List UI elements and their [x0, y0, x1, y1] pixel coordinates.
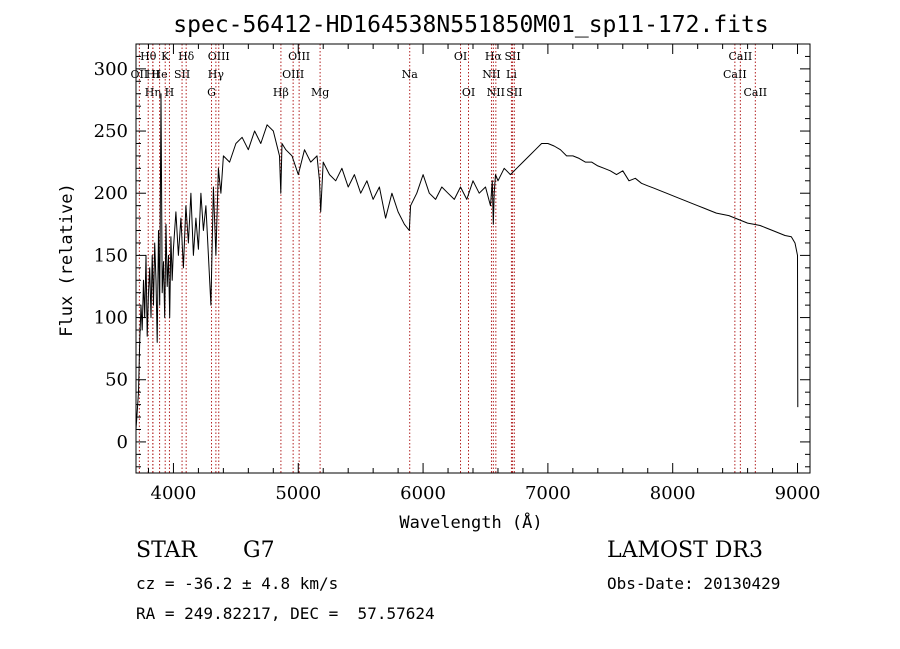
y-tick-label-300: 300	[94, 59, 128, 80]
line-label-12: Hβ	[273, 86, 289, 99]
line-label-25: CaII	[729, 50, 753, 63]
y-tick-label-150: 150	[94, 245, 128, 266]
y-tick-label-250: 250	[94, 121, 128, 142]
x-axis-label: Wavelength (Å)	[399, 511, 542, 533]
line-label-0: OII	[131, 68, 149, 81]
line-label-7: Hδ	[178, 50, 195, 63]
line-label-19: Hα	[485, 50, 503, 63]
spectrum-series	[135, 93, 799, 430]
spectral-line-markers: OII Hθ HI Hη K H He Hδ SII OIII Hγ G Hβ OIII OIII Mg Na O…	[131, 44, 767, 473]
line-label-11: G	[207, 86, 216, 99]
line-label-3: Hη	[145, 86, 161, 99]
x-axis: 4000 5000 6000 7000 8000 9000	[147, 44, 821, 504]
line-label-4: K	[161, 50, 170, 63]
line-label-17: OI	[454, 50, 467, 63]
line-label-21: NII	[487, 86, 505, 99]
x-tick-label-7000: 7000	[525, 483, 571, 504]
y-axis-label: Flux (relative)	[57, 183, 77, 337]
y-tick-label-100: 100	[94, 308, 128, 329]
observation-date: Obs-Date: 20130429	[607, 574, 781, 593]
spectrum-line	[135, 93, 799, 430]
plot-frame	[135, 43, 811, 474]
line-label-18: OI	[462, 86, 475, 99]
line-label-26: CaII	[723, 68, 747, 81]
x-tick-label-9000: 9000	[775, 483, 821, 504]
redshift-velocity: cz = -36.2 ± 4.8 km/s	[136, 574, 339, 593]
line-label-15: Mg	[311, 86, 329, 99]
x-tick-label-8000: 8000	[650, 483, 696, 504]
chart-title: spec-56412-HD164538N551850M01_sp11-172.f…	[173, 12, 768, 38]
x-tick-label-5000: 5000	[275, 483, 321, 504]
line-label-5: H	[165, 86, 175, 99]
line-label-8: SII	[174, 68, 190, 81]
y-tick-label-0: 0	[117, 432, 128, 453]
line-label-14: OIII	[282, 68, 304, 81]
line-label-13: OIII	[288, 50, 310, 63]
object-subclass: G7	[243, 538, 275, 563]
x-tick-label-4000: 4000	[151, 483, 197, 504]
line-label-20: NII	[482, 68, 500, 81]
line-label-1: Hθ	[140, 50, 157, 63]
y-axis: 0 50 100 150 200 250 300	[94, 43, 810, 468]
y-tick-label-200: 200	[94, 183, 128, 204]
line-label-6: He	[152, 68, 168, 81]
object-class: STAR	[136, 538, 197, 563]
line-label-23: Li	[506, 68, 517, 81]
line-label-24: SII	[506, 86, 522, 99]
line-label-22: SII	[504, 50, 520, 63]
survey-name: LAMOST DR3	[607, 538, 763, 563]
line-label-2: HI	[146, 68, 160, 81]
line-label-9: OIII	[208, 50, 230, 63]
x-tick-label-6000: 6000	[400, 483, 446, 504]
line-label-27: CaII	[743, 86, 767, 99]
y-tick-label-50: 50	[105, 370, 128, 391]
line-label-16: Na	[402, 68, 419, 81]
coordinates: RA = 249.82217, DEC = 57.57624	[136, 604, 435, 623]
line-label-10: Hγ	[208, 68, 225, 81]
